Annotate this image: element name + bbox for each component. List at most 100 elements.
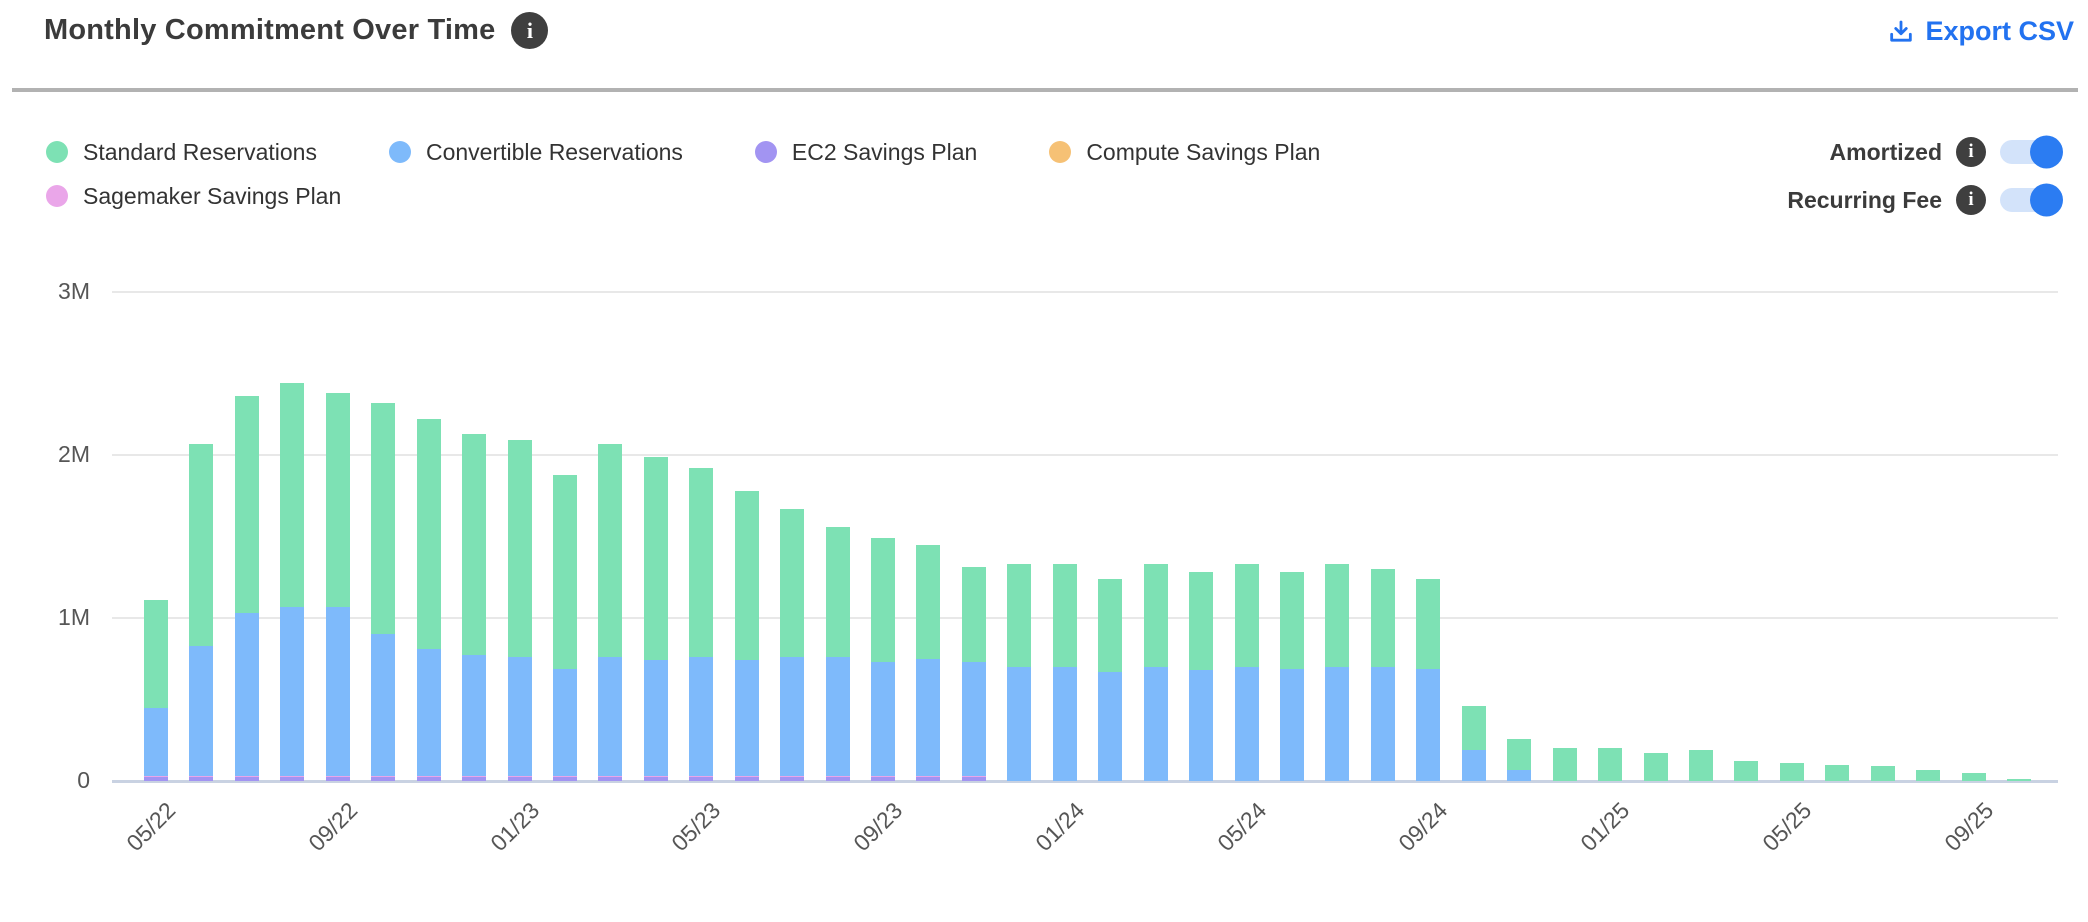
- bar-segment-convertible-reservations[interactable]: [961, 662, 986, 777]
- bar-segment-sagemaker-savings-plan[interactable]: [598, 776, 623, 777]
- bar-segment-convertible-reservations[interactable]: [144, 707, 168, 777]
- bar-segment-ec2-savings-plan[interactable]: [916, 776, 941, 781]
- bar-segment-convertible-reservations[interactable]: [1052, 666, 1077, 781]
- bar-segment-standard-reservations[interactable]: [462, 433, 487, 656]
- bar-segment-ec2-savings-plan[interactable]: [462, 776, 487, 781]
- bar-segment-convertible-reservations[interactable]: [916, 658, 941, 777]
- bar-segment-convertible-reservations[interactable]: [552, 668, 577, 777]
- bar-segment-sagemaker-savings-plan[interactable]: [689, 776, 714, 777]
- title-info-icon[interactable]: i: [511, 12, 549, 49]
- bar-segment-convertible-reservations[interactable]: [643, 660, 668, 777]
- bar-segment-standard-reservations[interactable]: [871, 538, 896, 662]
- bar-segment-convertible-reservations[interactable]: [234, 613, 259, 777]
- bar-segment-convertible-reservations[interactable]: [689, 657, 714, 777]
- bar-segment-sagemaker-savings-plan[interactable]: [280, 776, 305, 777]
- bar-segment-convertible-reservations[interactable]: [416, 648, 441, 777]
- bar-segment-ec2-savings-plan[interactable]: [280, 776, 305, 781]
- bar-segment-ec2-savings-plan[interactable]: [507, 776, 532, 781]
- bar-segment-standard-reservations[interactable]: [1280, 572, 1304, 669]
- bar-segment-standard-reservations[interactable]: [1961, 772, 1986, 781]
- bar-segment-standard-reservations[interactable]: [1552, 748, 1577, 781]
- bar-segment-ec2-savings-plan[interactable]: [825, 776, 850, 781]
- bar-segment-standard-reservations[interactable]: [416, 419, 441, 649]
- amortized-info-icon[interactable]: i: [1956, 137, 1986, 167]
- bar-segment-sagemaker-savings-plan[interactable]: [825, 776, 850, 777]
- bar-segment-standard-reservations[interactable]: [1507, 738, 1532, 770]
- bar-segment-standard-reservations[interactable]: [189, 443, 214, 646]
- bar-segment-standard-reservations[interactable]: [1461, 706, 1486, 751]
- bar-segment-ec2-savings-plan[interactable]: [961, 776, 986, 781]
- bar-segment-ec2-savings-plan[interactable]: [234, 776, 259, 781]
- bar-segment-convertible-reservations[interactable]: [598, 657, 623, 777]
- legend-item-compute-savings-plan[interactable]: Compute Savings Plan: [1049, 139, 1320, 166]
- bar-segment-standard-reservations[interactable]: [371, 402, 396, 635]
- bar-segment-ec2-savings-plan[interactable]: [598, 776, 623, 781]
- bar-segment-sagemaker-savings-plan[interactable]: [734, 776, 759, 777]
- bar-segment-ec2-savings-plan[interactable]: [371, 776, 396, 781]
- bar-segment-standard-reservations[interactable]: [1825, 764, 1850, 781]
- bar-segment-convertible-reservations[interactable]: [1189, 670, 1214, 781]
- bar-segment-sagemaker-savings-plan[interactable]: [234, 776, 259, 777]
- bar-segment-sagemaker-savings-plan[interactable]: [507, 776, 532, 777]
- bar-segment-convertible-reservations[interactable]: [1325, 666, 1350, 781]
- legend-item-ec2-savings-plan[interactable]: EC2 Savings Plan: [754, 139, 977, 166]
- bar-segment-convertible-reservations[interactable]: [371, 634, 396, 777]
- bar-segment-standard-reservations[interactable]: [325, 393, 350, 607]
- bar-segment-convertible-reservations[interactable]: [325, 606, 350, 777]
- bar-segment-ec2-savings-plan[interactable]: [144, 776, 168, 781]
- bar-segment-sagemaker-savings-plan[interactable]: [416, 776, 441, 777]
- bar-segment-convertible-reservations[interactable]: [1507, 769, 1532, 781]
- amortized-toggle[interactable]: [2000, 135, 2063, 169]
- bar-segment-standard-reservations[interactable]: [234, 396, 259, 614]
- bar-segment-sagemaker-savings-plan[interactable]: [462, 776, 487, 777]
- bar-segment-sagemaker-savings-plan[interactable]: [643, 776, 668, 777]
- bar-segment-standard-reservations[interactable]: [734, 490, 759, 661]
- bar-segment-convertible-reservations[interactable]: [1098, 671, 1123, 781]
- bar-segment-ec2-savings-plan[interactable]: [416, 776, 441, 781]
- bar-segment-convertible-reservations[interactable]: [280, 606, 305, 777]
- bar-segment-standard-reservations[interactable]: [1370, 569, 1395, 667]
- recurring-fee-info-icon[interactable]: i: [1956, 185, 1986, 215]
- bar-segment-convertible-reservations[interactable]: [1370, 666, 1395, 781]
- bar-segment-ec2-savings-plan[interactable]: [780, 776, 805, 781]
- bar-segment-standard-reservations[interactable]: [144, 600, 168, 708]
- bar-segment-standard-reservations[interactable]: [280, 383, 305, 607]
- bar-segment-convertible-reservations[interactable]: [1461, 750, 1486, 781]
- bar-segment-standard-reservations[interactable]: [1870, 765, 1895, 781]
- bar-segment-convertible-reservations[interactable]: [1234, 666, 1259, 781]
- bar-segment-convertible-reservations[interactable]: [189, 645, 214, 777]
- bar-segment-standard-reservations[interactable]: [1598, 748, 1623, 781]
- recurring-fee-toggle[interactable]: [2000, 183, 2063, 217]
- bar-segment-ec2-savings-plan[interactable]: [871, 776, 896, 781]
- legend-item-standard-reservations[interactable]: Standard Reservations: [46, 139, 317, 166]
- bar-segment-standard-reservations[interactable]: [1325, 564, 1350, 667]
- bar-segment-standard-reservations[interactable]: [1234, 564, 1259, 667]
- bar-segment-standard-reservations[interactable]: [780, 508, 805, 658]
- bar-segment-convertible-reservations[interactable]: [1280, 668, 1304, 781]
- bar-segment-standard-reservations[interactable]: [916, 544, 941, 659]
- bar-segment-convertible-reservations[interactable]: [825, 657, 850, 777]
- bar-segment-standard-reservations[interactable]: [1007, 564, 1032, 667]
- bar-segment-standard-reservations[interactable]: [1189, 572, 1214, 671]
- bar-segment-ec2-savings-plan[interactable]: [734, 776, 759, 781]
- legend-item-convertible-reservations[interactable]: Convertible Reservations: [388, 139, 683, 166]
- bar-segment-standard-reservations[interactable]: [825, 526, 850, 658]
- bar-segment-sagemaker-savings-plan[interactable]: [780, 776, 805, 777]
- bar-segment-standard-reservations[interactable]: [1643, 753, 1668, 781]
- bar-segment-standard-reservations[interactable]: [961, 567, 986, 662]
- bar-segment-convertible-reservations[interactable]: [507, 657, 532, 777]
- bar-segment-sagemaker-savings-plan[interactable]: [916, 776, 941, 777]
- bar-segment-sagemaker-savings-plan[interactable]: [371, 776, 396, 777]
- bar-segment-ec2-savings-plan[interactable]: [325, 776, 350, 781]
- bar-segment-sagemaker-savings-plan[interactable]: [961, 776, 986, 777]
- bar-segment-sagemaker-savings-plan[interactable]: [189, 776, 214, 777]
- bar-segment-convertible-reservations[interactable]: [1007, 666, 1032, 781]
- bar-segment-sagemaker-savings-plan[interactable]: [325, 776, 350, 777]
- bar-segment-sagemaker-savings-plan[interactable]: [871, 776, 896, 777]
- bar-segment-standard-reservations[interactable]: [507, 440, 532, 658]
- bar-segment-ec2-savings-plan[interactable]: [552, 776, 577, 781]
- bar-segment-standard-reservations[interactable]: [1688, 750, 1713, 781]
- bar-segment-standard-reservations[interactable]: [689, 468, 714, 658]
- bar-segment-standard-reservations[interactable]: [1416, 578, 1441, 669]
- bar-segment-standard-reservations[interactable]: [2007, 778, 2032, 781]
